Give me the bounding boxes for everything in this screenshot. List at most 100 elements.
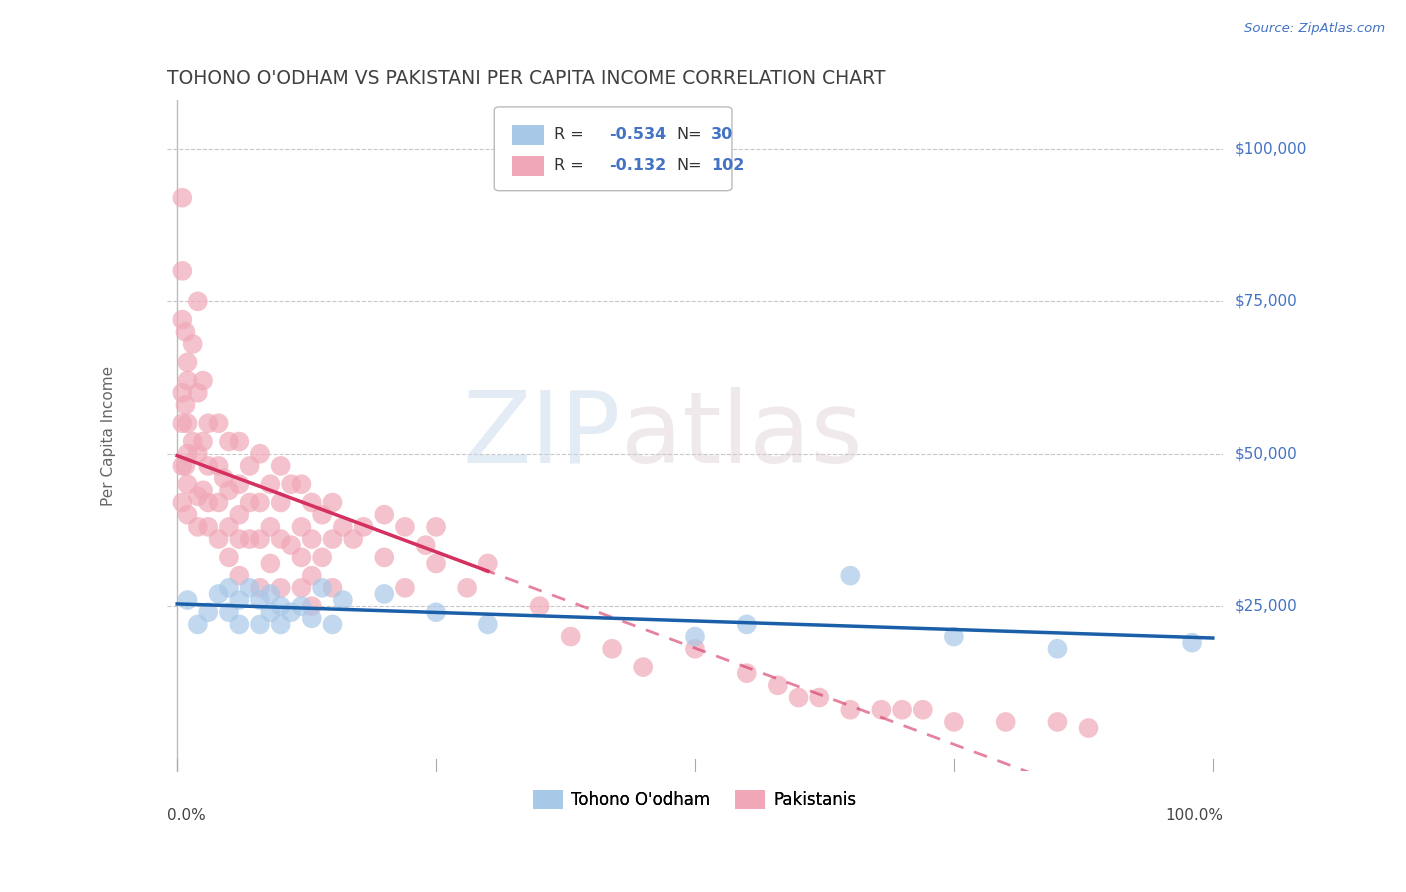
Point xyxy=(321,581,343,595)
Text: Source: ZipAtlas.com: Source: ZipAtlas.com xyxy=(1244,22,1385,36)
Text: 0.0%: 0.0% xyxy=(167,807,205,822)
Point xyxy=(311,550,333,565)
Point xyxy=(270,581,292,595)
Point xyxy=(787,690,810,705)
Point xyxy=(176,374,198,388)
Point xyxy=(839,568,862,582)
Point xyxy=(311,581,333,595)
Point xyxy=(207,495,229,509)
Point xyxy=(239,532,262,546)
Point xyxy=(187,447,209,461)
Point xyxy=(191,434,214,449)
Point xyxy=(228,593,250,607)
Point xyxy=(321,532,343,546)
Point xyxy=(529,599,551,614)
Point xyxy=(218,605,240,619)
Point xyxy=(373,508,395,522)
Point xyxy=(259,477,281,491)
Point xyxy=(415,538,437,552)
Point xyxy=(174,458,197,473)
Point xyxy=(228,617,250,632)
Point xyxy=(290,581,312,595)
Point xyxy=(270,495,292,509)
FancyBboxPatch shape xyxy=(495,107,733,191)
Point xyxy=(172,264,194,278)
Point xyxy=(600,641,623,656)
Point xyxy=(176,477,198,491)
Point xyxy=(187,385,209,400)
Point xyxy=(259,587,281,601)
Point xyxy=(212,471,235,485)
Point xyxy=(187,490,209,504)
Point xyxy=(425,605,447,619)
Point xyxy=(176,447,198,461)
Point xyxy=(197,520,219,534)
Point xyxy=(1046,714,1069,729)
Point xyxy=(191,483,214,498)
Point xyxy=(172,458,194,473)
Point xyxy=(425,557,447,571)
Point xyxy=(207,458,229,473)
Point xyxy=(477,617,499,632)
Point xyxy=(290,477,312,491)
Point xyxy=(290,550,312,565)
Point xyxy=(207,417,229,431)
Point xyxy=(683,630,706,644)
Point xyxy=(249,593,271,607)
Text: 102: 102 xyxy=(711,158,744,173)
Point xyxy=(197,417,219,431)
Point xyxy=(197,458,219,473)
Point xyxy=(301,495,323,509)
Point xyxy=(808,690,831,705)
Text: Per Capita Income: Per Capita Income xyxy=(101,366,117,506)
Point xyxy=(239,458,262,473)
Point xyxy=(218,581,240,595)
Bar xyxy=(512,125,544,145)
Point xyxy=(218,434,240,449)
Point xyxy=(425,520,447,534)
Text: atlas: atlas xyxy=(621,387,863,484)
Point xyxy=(280,605,302,619)
Point xyxy=(172,417,194,431)
Point xyxy=(249,581,271,595)
Point xyxy=(174,398,197,412)
Point xyxy=(942,630,965,644)
Point xyxy=(249,447,271,461)
Point xyxy=(172,495,194,509)
Text: $50,000: $50,000 xyxy=(1234,446,1296,461)
Point xyxy=(321,495,343,509)
Point xyxy=(259,605,281,619)
Point xyxy=(1181,636,1204,650)
Point xyxy=(560,630,582,644)
Point xyxy=(994,714,1017,729)
Point xyxy=(735,666,758,681)
Point xyxy=(735,617,758,632)
Point xyxy=(1077,721,1099,735)
Text: N=: N= xyxy=(676,127,702,142)
Text: $100,000: $100,000 xyxy=(1234,142,1306,156)
Point xyxy=(766,678,789,692)
Point xyxy=(321,617,343,632)
Point xyxy=(280,477,302,491)
Point xyxy=(191,374,214,388)
Point xyxy=(270,617,292,632)
Point xyxy=(332,593,354,607)
Legend: Tohono O'odham, Pakistanis: Tohono O'odham, Pakistanis xyxy=(526,783,863,816)
Text: $25,000: $25,000 xyxy=(1234,599,1296,614)
Point xyxy=(176,417,198,431)
Point xyxy=(839,703,862,717)
Point xyxy=(259,557,281,571)
Point xyxy=(394,581,416,595)
Point xyxy=(373,587,395,601)
Text: R =: R = xyxy=(554,127,585,142)
Point xyxy=(187,520,209,534)
Point xyxy=(172,385,194,400)
Text: -0.132: -0.132 xyxy=(609,158,666,173)
Point xyxy=(301,599,323,614)
Text: -0.534: -0.534 xyxy=(609,127,666,142)
Point xyxy=(176,355,198,369)
Point xyxy=(172,312,194,326)
Point xyxy=(870,703,893,717)
Point xyxy=(228,568,250,582)
Point xyxy=(301,568,323,582)
